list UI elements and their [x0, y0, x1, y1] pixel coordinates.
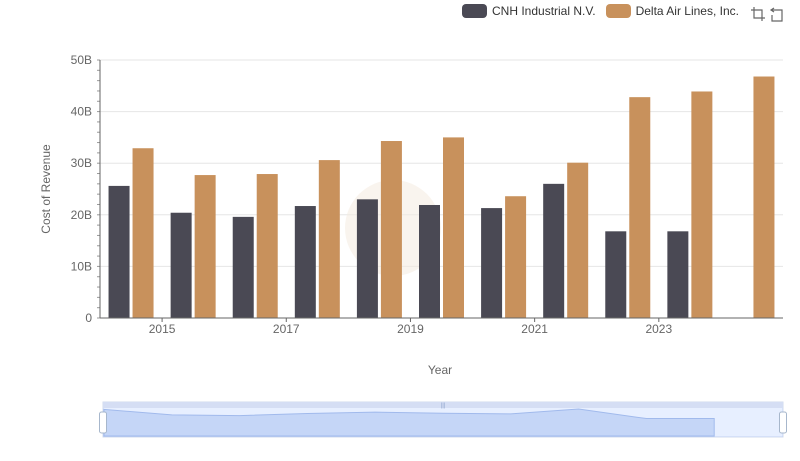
bar[interactable] — [194, 175, 216, 318]
toolbox — [747, 6, 785, 22]
bar[interactable] — [356, 199, 378, 318]
bar[interactable] — [753, 76, 775, 319]
bar[interactable] — [667, 231, 689, 318]
legend-item-cnh[interactable]: CNH Industrial N.V. — [462, 4, 596, 18]
bar[interactable] — [380, 141, 402, 318]
bar[interactable] — [108, 185, 130, 318]
y-tick-label: 0 — [85, 311, 92, 325]
zoom-move-grip-icon: ||| — [441, 403, 446, 409]
bar[interactable] — [318, 160, 340, 318]
zoom-handle-left[interactable] — [99, 411, 107, 434]
legend-swatch-delta — [605, 4, 631, 18]
zoom-icon[interactable] — [750, 6, 766, 22]
legend-item-delta[interactable]: Delta Air Lines, Inc. — [605, 4, 739, 18]
x-tick-label: 2017 — [273, 322, 300, 336]
y-tick-label: 40B — [71, 105, 92, 119]
x-axis-label: Year — [428, 363, 452, 377]
bar[interactable] — [543, 183, 565, 318]
x-tick-label: 2019 — [397, 322, 424, 336]
legend-swatch-cnh — [462, 4, 487, 18]
bar[interactable] — [605, 231, 627, 318]
y-tick-label: 50B — [71, 53, 92, 67]
zoom-reset-icon[interactable] — [769, 6, 785, 22]
x-tick-label: 2015 — [149, 322, 176, 336]
bar[interactable] — [170, 212, 192, 318]
y-axis-label: Cost of Revenue — [39, 144, 53, 234]
bar[interactable] — [232, 216, 254, 318]
bar[interactable] — [505, 196, 527, 318]
legend: CNH Industrial N.V. Delta Air Lines, Inc… — [462, 4, 749, 18]
legend-label-cnh: CNH Industrial N.V. — [492, 4, 596, 18]
bar[interactable] — [443, 137, 464, 318]
zoom-move-handle[interactable] — [103, 402, 783, 408]
bar[interactable] — [256, 174, 278, 318]
bar[interactable] — [294, 206, 316, 318]
data-zoom-slider[interactable]: ||| — [99, 401, 787, 438]
x-tick-label: 2023 — [645, 322, 672, 336]
bar[interactable] — [481, 208, 503, 318]
bar[interactable] — [567, 162, 589, 318]
y-tick-label: 20B — [71, 208, 92, 222]
axes: 0 10B 20B 30B 40B 50B 2015 2017 2019 2021 2023 — [71, 53, 783, 336]
x-tick-label: 2021 — [521, 322, 548, 336]
zoom-handle-right[interactable] — [779, 411, 787, 434]
bar[interactable] — [419, 204, 440, 318]
bar[interactable] — [629, 97, 651, 318]
bar[interactable] — [132, 148, 154, 318]
y-tick-label: 30B — [71, 156, 92, 170]
y-tick-label: 10B — [71, 259, 92, 273]
zoom-preview-area — [103, 408, 715, 437]
bar[interactable] — [691, 91, 713, 318]
bar-series — [108, 76, 775, 319]
legend-label-delta: Delta Air Lines, Inc. — [635, 4, 739, 18]
